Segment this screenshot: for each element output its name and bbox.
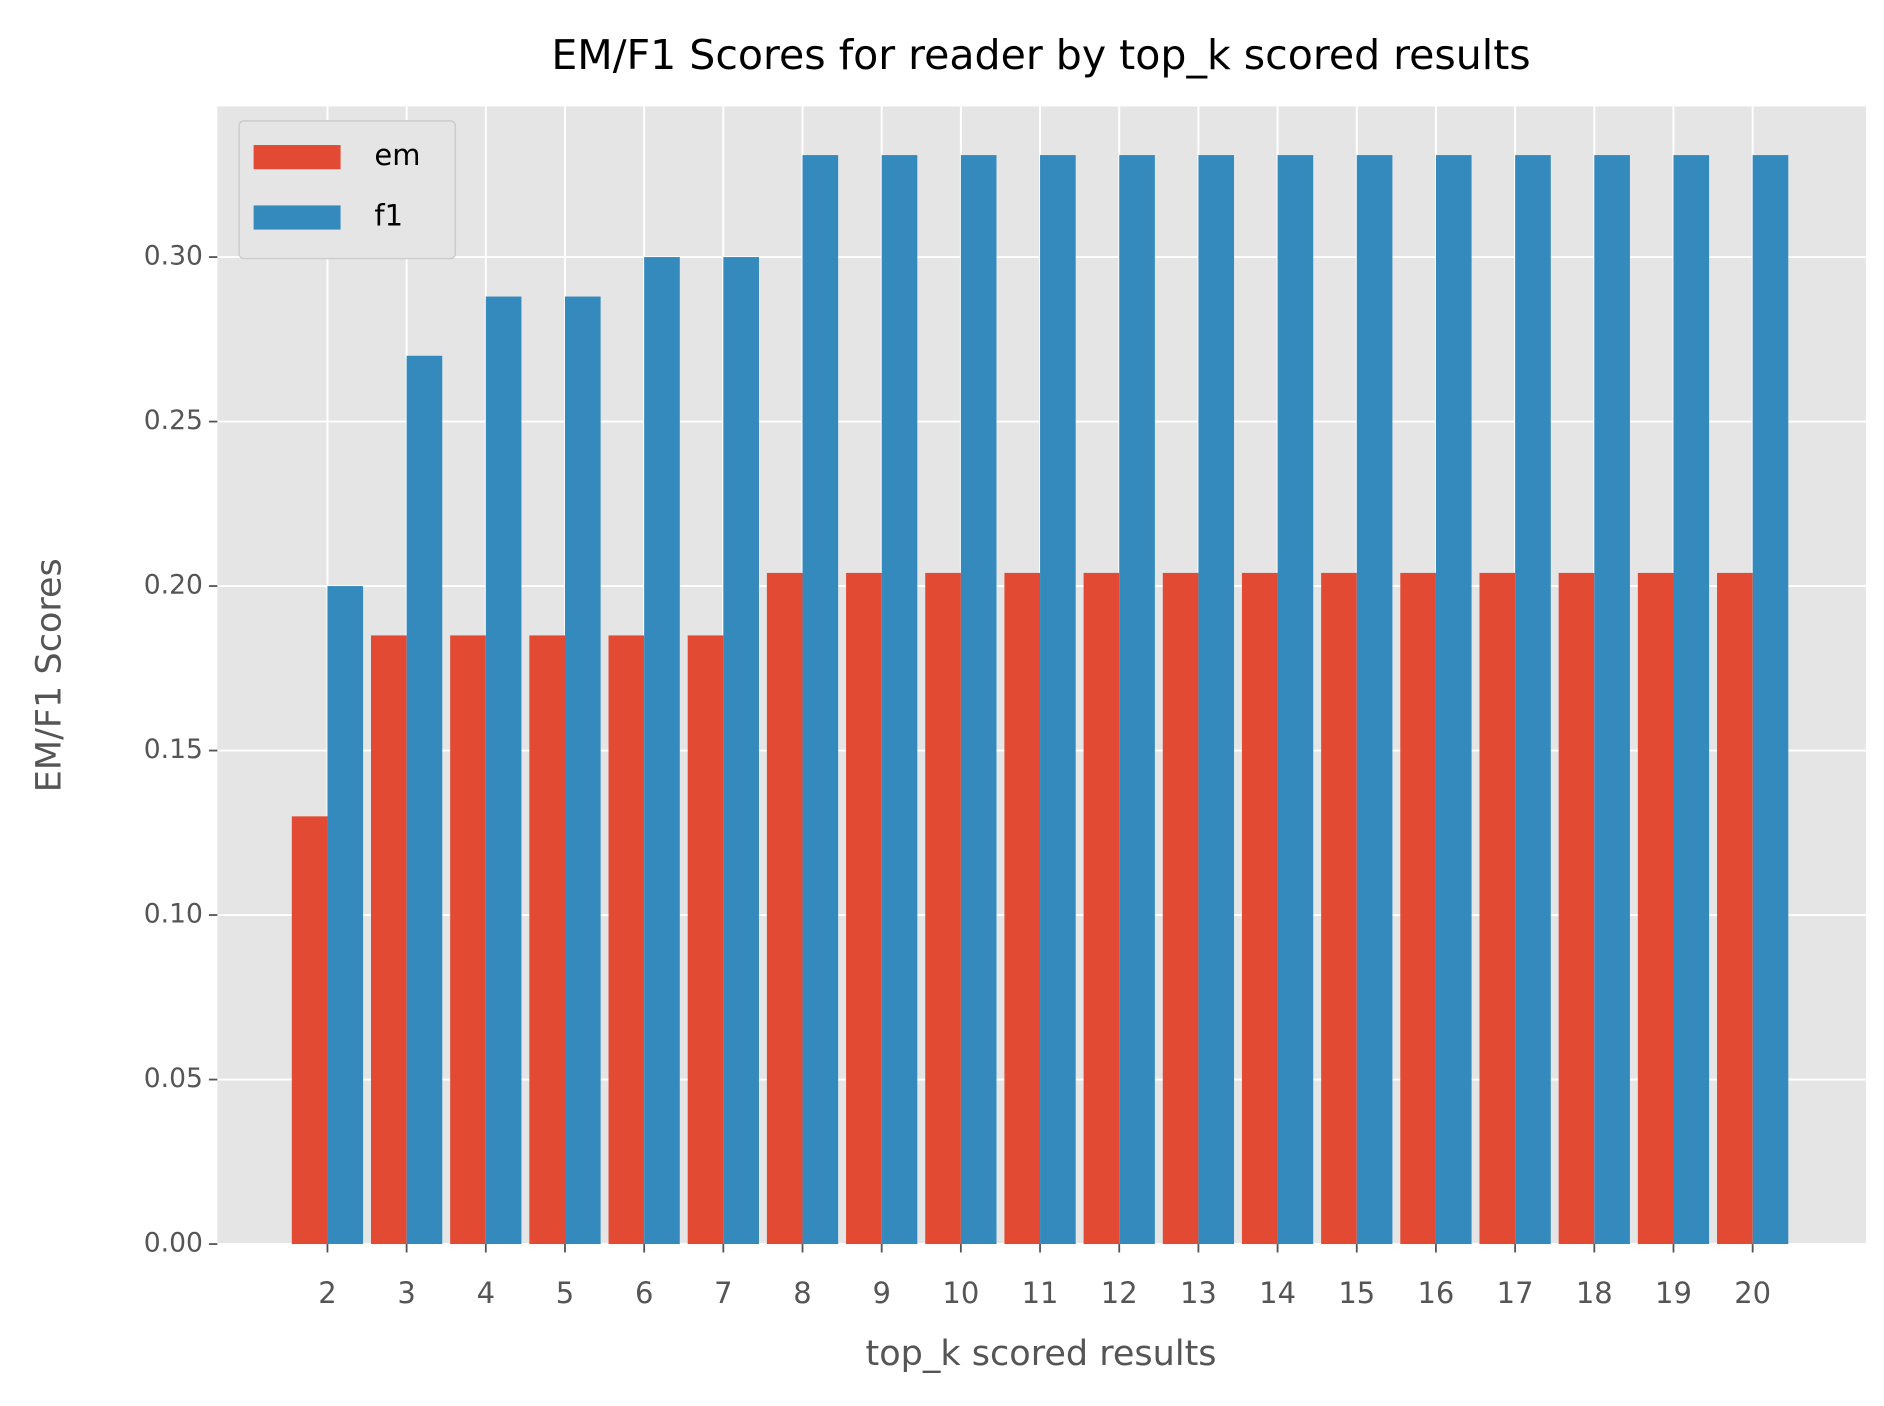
bar	[1040, 155, 1076, 1245]
bar	[1515, 155, 1551, 1245]
bar	[1241, 572, 1278, 1245]
x-tick-label: 16	[1418, 1276, 1455, 1310]
legend-swatch	[253, 145, 341, 170]
chart-title: EM/F1 Scores for reader by top_k scored …	[551, 31, 1530, 79]
bar	[370, 635, 407, 1245]
y-tick-label: 0.05	[144, 1063, 203, 1094]
x-tick-label: 12	[1101, 1276, 1138, 1310]
x-tick-label: 17	[1497, 1276, 1534, 1310]
bar	[564, 296, 601, 1245]
x-tick-label: 18	[1576, 1276, 1613, 1310]
y-tick-label: 0.25	[144, 405, 203, 436]
bar	[925, 572, 961, 1245]
y-tick-label: 0.20	[144, 570, 203, 601]
x-tick-label: 5	[556, 1276, 574, 1310]
legend-label: em	[374, 138, 420, 172]
bar	[1356, 155, 1393, 1245]
bar	[960, 155, 997, 1245]
bar	[327, 586, 364, 1245]
x-axis-label: top_k scored results	[866, 1333, 1217, 1374]
x-tick-label: 15	[1338, 1276, 1375, 1310]
bar	[723, 257, 759, 1245]
y-tick-label: 0.30	[144, 241, 203, 272]
x-tick-label: 14	[1259, 1276, 1296, 1310]
bar	[1400, 572, 1436, 1245]
bar	[1083, 572, 1120, 1245]
bar	[608, 635, 645, 1245]
legend-swatch	[253, 205, 341, 230]
bar	[406, 355, 443, 1245]
x-tick-label: 3	[397, 1276, 415, 1310]
bar	[1119, 155, 1155, 1245]
bar	[687, 635, 724, 1245]
bar	[802, 155, 839, 1245]
bar	[1717, 572, 1753, 1245]
bar	[644, 257, 680, 1245]
bar	[450, 635, 486, 1245]
x-tick-label: 6	[635, 1276, 653, 1310]
bar	[485, 296, 522, 1245]
bar	[1162, 572, 1199, 1245]
bar	[1673, 155, 1710, 1245]
x-tick-label: 19	[1655, 1276, 1692, 1310]
bar	[1277, 155, 1314, 1245]
x-tick-label: 20	[1734, 1276, 1771, 1310]
y-tick-label: 0.15	[144, 734, 203, 765]
x-tick-label: 8	[793, 1276, 811, 1310]
legend-box	[238, 120, 457, 260]
bar	[1594, 155, 1630, 1245]
bar	[1435, 155, 1472, 1245]
bar	[291, 816, 328, 1245]
bar	[766, 572, 803, 1245]
legend-label: f1	[374, 199, 403, 233]
bar	[1558, 572, 1595, 1245]
bar	[1637, 572, 1674, 1245]
y-tick-label: 0.00	[144, 1228, 203, 1259]
bar	[529, 635, 565, 1245]
x-tick-label: 9	[872, 1276, 890, 1310]
x-tick-label: 4	[477, 1276, 495, 1310]
bar	[881, 155, 918, 1245]
x-tick-label: 10	[942, 1276, 979, 1310]
bar	[1321, 572, 1357, 1245]
bar	[846, 572, 882, 1245]
bar	[1004, 572, 1041, 1245]
x-tick-label: 2	[318, 1276, 336, 1310]
x-tick-label: 11	[1022, 1276, 1059, 1310]
x-tick-label: 13	[1180, 1276, 1217, 1310]
bar	[1479, 572, 1516, 1245]
bar	[1752, 155, 1789, 1245]
x-tick-label: 7	[714, 1276, 732, 1310]
y-tick-label: 0.10	[144, 899, 203, 930]
bar	[1198, 155, 1235, 1245]
y-axis-label: EM/F1 Scores	[29, 558, 70, 792]
